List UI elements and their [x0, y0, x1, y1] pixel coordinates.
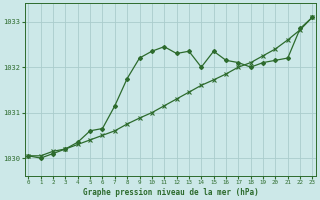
X-axis label: Graphe pression niveau de la mer (hPa): Graphe pression niveau de la mer (hPa) [83, 188, 258, 197]
